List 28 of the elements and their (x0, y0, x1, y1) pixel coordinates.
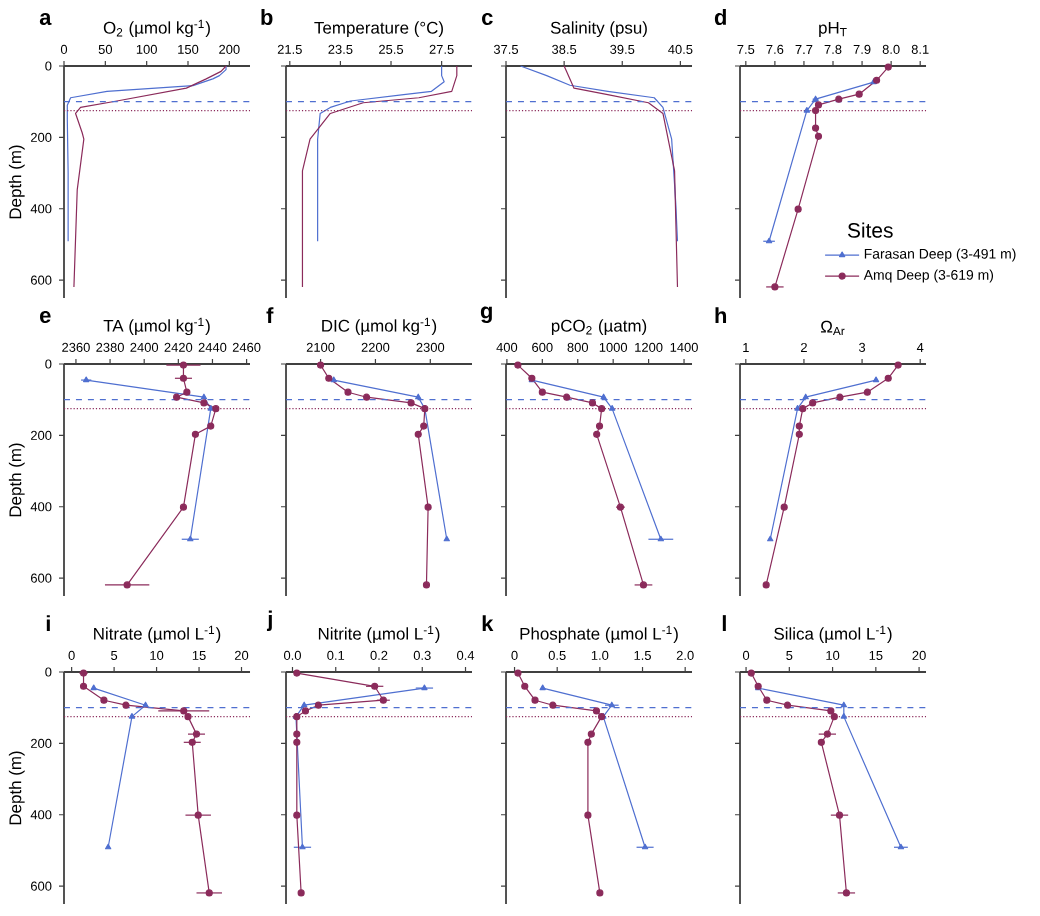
chart-title: e (40, 311, 51, 324)
x-axis-title: Nitrite (µmol L$^{-1}$) (318, 625, 440, 644)
x-axis-title: Salinity (psu) (550, 21, 647, 38)
chart-title: a (39, 13, 52, 26)
x-axis-title: DIC (µmol kg$^{-1}$) (322, 317, 437, 336)
chart-title: d (714, 8, 726, 26)
chart-title: h (715, 307, 727, 324)
y-axis-title: Depth (m) (8, 443, 25, 517)
chart-title: f (266, 307, 274, 324)
x-axis-title: Phosphate (µmol L$^{-1}$) (520, 625, 678, 644)
legend-title: Sites (847, 222, 893, 238)
chart-title: g (480, 306, 492, 324)
x-axis-title: O$_{2}$ (µmol kg$^{-1}$) (103, 19, 210, 38)
x-axis-title: Silica (µmol L$^{-1}$) (774, 625, 892, 644)
y-axis-title: Depth (m) (8, 145, 25, 219)
x-axis-title: pCO$_{2}$ (µatm) (551, 319, 647, 336)
chart-title: i (46, 615, 50, 632)
chart-title: c (482, 13, 493, 26)
x-axis-title: pH$_{T}$ (819, 21, 847, 38)
x-axis-title: Nitrate (µmol L$^{-1}$) (94, 625, 221, 644)
chart-title: k (482, 615, 494, 632)
x-axis-title: TA (µmol kg$^{-1}$) (103, 317, 210, 336)
chart-title: l (722, 615, 726, 632)
x-axis-title: Ω$_{Ar}$ (820, 320, 845, 336)
chart-title: b (261, 8, 273, 26)
y-axis-title: Depth (m) (8, 751, 25, 825)
chart-title: j (266, 610, 272, 631)
x-axis-title: Temperature (°C) (314, 21, 443, 38)
